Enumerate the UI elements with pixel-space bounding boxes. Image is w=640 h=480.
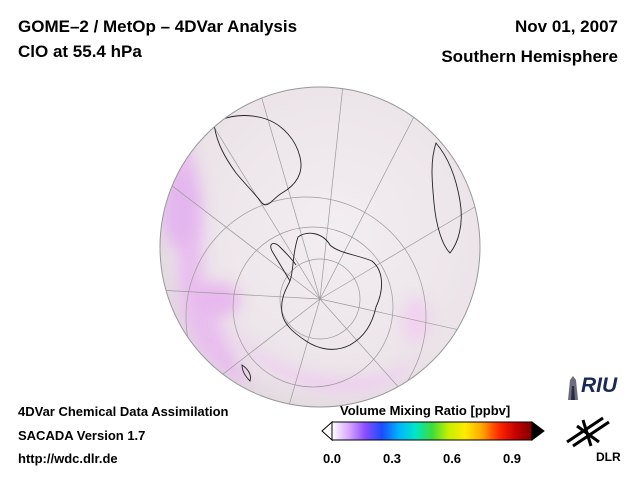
colorbar-tick: 0.6 <box>442 451 462 466</box>
antarctica-coast <box>281 232 382 350</box>
globe-map <box>159 86 481 408</box>
south-america-coast <box>213 115 302 206</box>
globe-disc <box>160 87 480 407</box>
globe-outline <box>159 86 481 408</box>
title-line-2: ClO at 55.4 hPa <box>18 42 142 61</box>
title-line-1: GOME–2 / MetOp – 4DVar Analysis <box>18 17 298 36</box>
new-zealand-coast <box>241 364 251 382</box>
dlr-logo-text: DLR <box>596 450 621 464</box>
dlr-logo-icon <box>566 416 610 448</box>
date-label: Nov 01, 2007 <box>514 17 618 36</box>
colorbar-tick: 0.0 <box>322 451 342 466</box>
colorbar-right-arrow <box>531 421 545 441</box>
colorbar-tick: 0.3 <box>382 451 402 466</box>
colorbar-tick: 0.9 <box>502 451 522 466</box>
clo-patch-left <box>162 170 198 250</box>
africa-coast <box>431 142 462 254</box>
colorbar <box>321 420 545 442</box>
coastlines <box>213 115 462 382</box>
hemisphere-label: Southern Hemisphere <box>441 47 618 66</box>
colorbar-title: Volume Mixing Ratio [ppbv] <box>340 403 511 418</box>
clo-patch-inner <box>196 282 240 318</box>
riu-logo-icon <box>568 376 578 400</box>
footer-url-link[interactable]: http://wdc.dlr.de <box>18 451 118 466</box>
footer-line-2: SACADA Version 1.7 <box>18 428 146 443</box>
antarctic-peninsula <box>270 243 297 282</box>
riu-logo-text: RIU <box>581 374 618 397</box>
colorbar-bar <box>331 421 533 441</box>
colorbar-left-arrow <box>321 420 333 442</box>
footer-line-1: 4DVar Chemical Data Assimilation <box>18 404 229 419</box>
clo-band-south <box>208 315 423 392</box>
